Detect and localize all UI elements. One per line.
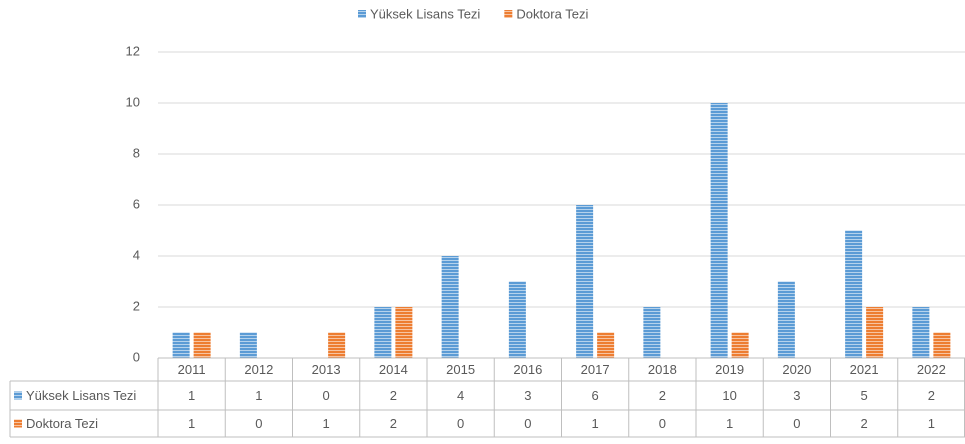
table-cell: 6 — [592, 388, 599, 403]
table-cell: 3 — [524, 388, 531, 403]
bar — [441, 256, 459, 358]
x-tick-label: 2015 — [446, 362, 475, 377]
table-cell: 1 — [323, 416, 330, 431]
y-tick-label: 0 — [133, 349, 140, 364]
table-cell: 3 — [793, 388, 800, 403]
table-cell: 1 — [255, 388, 262, 403]
bar — [933, 332, 951, 358]
table-cell: 0 — [255, 416, 262, 431]
table-cell: 0 — [793, 416, 800, 431]
bar — [172, 332, 190, 358]
x-tick-label: 2011 — [178, 362, 206, 377]
table-cell: 1 — [188, 388, 195, 403]
table-cell: 0 — [457, 416, 464, 431]
y-tick-label: 10 — [126, 94, 140, 109]
table-cell: 1 — [592, 416, 599, 431]
table-cell: 2 — [390, 388, 397, 403]
table-cell: 2 — [861, 416, 868, 431]
bar — [239, 332, 257, 358]
y-tick-label: 8 — [133, 145, 140, 160]
bar — [912, 307, 930, 358]
bar — [597, 332, 615, 358]
legend-label: Doktora Tezi — [516, 6, 588, 21]
x-tick-label: 2020 — [782, 362, 811, 377]
x-tick-label: 2014 — [379, 362, 408, 377]
table-row-label: Yüksek Lisans Tezi — [26, 388, 136, 403]
table-cell: 0 — [323, 388, 330, 403]
table-cell: 1 — [188, 416, 195, 431]
x-tick-label: 2013 — [312, 362, 341, 377]
table-legend-key — [14, 419, 22, 428]
bar — [643, 307, 661, 358]
table-row-label: Doktora Tezi — [26, 416, 98, 431]
y-tick-label: 4 — [133, 247, 140, 262]
table-legend-key — [14, 391, 22, 400]
table-cell: 5 — [861, 388, 868, 403]
bar — [395, 307, 413, 358]
table-cell: 0 — [659, 416, 666, 431]
x-tick-label: 2017 — [581, 362, 610, 377]
bar — [328, 332, 346, 358]
y-tick-label: 6 — [133, 196, 140, 211]
table-cell: 1 — [726, 416, 733, 431]
legend-swatch — [358, 10, 366, 18]
legend-label: Yüksek Lisans Tezi — [370, 6, 480, 21]
bar — [777, 281, 795, 358]
table-cell: 2 — [659, 388, 666, 403]
x-tick-label: 2016 — [513, 362, 542, 377]
bar — [731, 332, 749, 358]
table-cell: 10 — [722, 388, 736, 403]
y-tick-label: 2 — [133, 298, 140, 313]
table-cell: 1 — [928, 416, 935, 431]
bar — [710, 103, 728, 358]
bar — [508, 281, 526, 358]
bar — [866, 307, 884, 358]
legend-swatch — [504, 10, 513, 18]
table-cell: 4 — [457, 388, 464, 403]
table-cell: 2 — [928, 388, 935, 403]
x-tick-label: 2022 — [917, 362, 946, 377]
table-cell: 2 — [390, 416, 397, 431]
y-tick-label: 12 — [126, 43, 140, 58]
bar — [845, 230, 863, 358]
bar — [193, 332, 211, 358]
x-tick-label: 2012 — [244, 362, 273, 377]
bar — [374, 307, 392, 358]
x-tick-label: 2019 — [715, 362, 744, 377]
x-tick-label: 2021 — [850, 362, 879, 377]
bar — [576, 205, 594, 358]
x-tick-label: 2018 — [648, 362, 677, 377]
table-cell: 0 — [524, 416, 531, 431]
